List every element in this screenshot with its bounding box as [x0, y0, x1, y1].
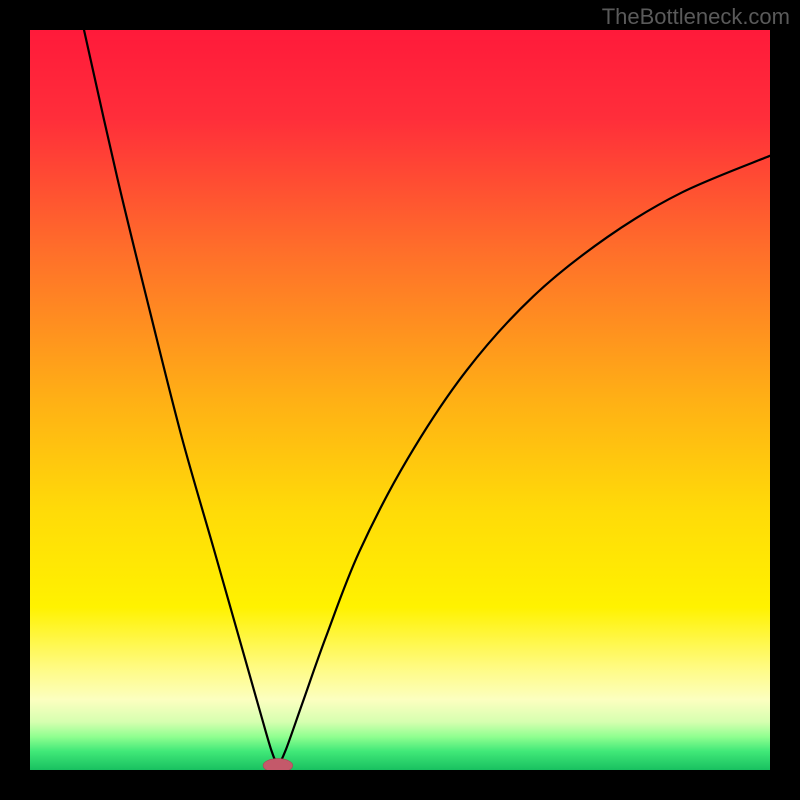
chart-container: TheBottleneck.com [0, 0, 800, 800]
plot-area [30, 30, 770, 770]
watermark-text: TheBottleneck.com [602, 4, 790, 30]
minimum-marker [263, 759, 293, 770]
gradient-background [30, 30, 770, 770]
chart-svg [30, 30, 770, 770]
